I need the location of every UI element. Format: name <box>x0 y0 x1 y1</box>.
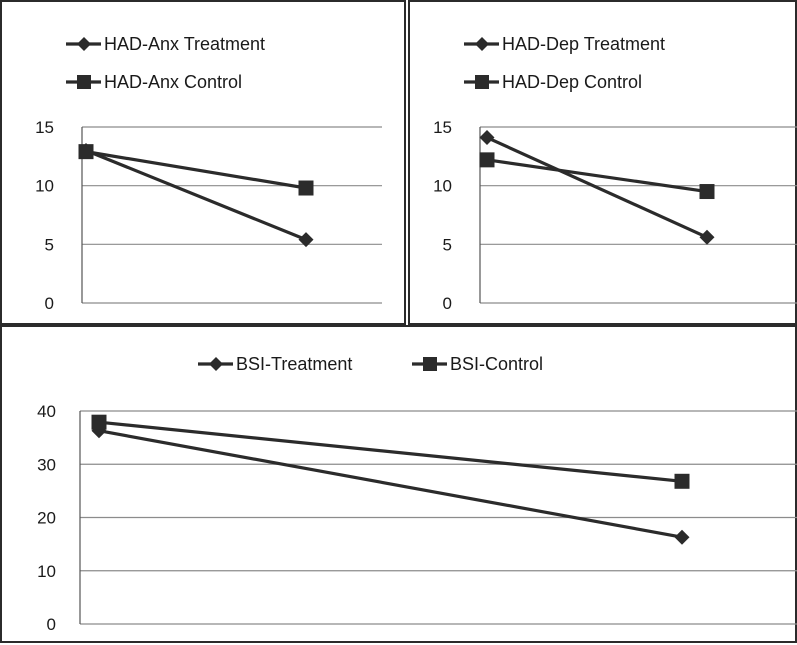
had-dep-legend-marker <box>475 37 489 51</box>
had-anx-data-point <box>78 144 94 160</box>
bsi-series-line-1 <box>98 420 683 483</box>
bsi-data-point <box>674 473 690 489</box>
bsi-chart-panel: 0 10 20 30 40 BSI-Treatment BSI-Control <box>0 325 797 643</box>
had-dep-chart-panel: 0 5 10 15 HAD-Dep Treatment HAD-Dep Control <box>408 0 797 325</box>
had-dep-legend-label: HAD-Dep Control <box>502 72 642 92</box>
had-dep-y-tick-label: 0 <box>443 294 452 313</box>
bsi-data-point <box>91 414 107 430</box>
bsi-y-tick-label: 10 <box>37 562 56 581</box>
had-dep-y-tick-label: 5 <box>443 235 452 254</box>
bsi-chart: 0 10 20 30 40 BSI-Treatment BSI-Control <box>37 354 797 634</box>
had-anx-series-line-1 <box>85 150 307 190</box>
bsi-legend-marker <box>209 357 223 371</box>
had-anx-legend-item: HAD-Anx Treatment <box>66 34 265 54</box>
had-dep-data-point <box>479 152 495 168</box>
had-dep-legend-label: HAD-Dep Treatment <box>502 34 665 54</box>
had-dep-data-point <box>479 130 495 146</box>
had-anx-chart: 0 5 10 15 HAD-Anx Treatment HAD-Anx Control <box>35 34 382 313</box>
had-anx-legend-item: HAD-Anx Control <box>66 72 242 92</box>
had-anx-y-tick-label: 0 <box>45 294 54 313</box>
had-anx-data-point <box>298 180 314 196</box>
had-anx-legend-label: HAD-Anx Control <box>104 72 242 92</box>
had-anx-series-line-0 <box>85 148 307 242</box>
had-dep-legend-marker <box>475 75 489 89</box>
bsi-legend-marker <box>423 357 437 371</box>
bsi-y-tick-label: 0 <box>47 615 56 634</box>
bsi-y-tick-label: 30 <box>37 455 56 474</box>
bsi-legend-item: BSI-Treatment <box>198 354 352 374</box>
had-dep-chart: 0 5 10 15 HAD-Dep Treatment HAD-Dep Control <box>433 34 797 313</box>
had-anx-legend-marker <box>77 37 91 51</box>
bsi-legend-item: BSI-Control <box>412 354 543 374</box>
had-anx-legend-label: HAD-Anx Treatment <box>104 34 265 54</box>
had-dep-data-point <box>699 184 715 200</box>
had-dep-legend-item: HAD-Dep Treatment <box>464 34 665 54</box>
had-anx-y-tick-label: 10 <box>35 177 54 196</box>
bsi-series-line-0 <box>98 429 683 539</box>
had-anx-y-tick-label: 5 <box>45 235 54 254</box>
had-dep-series-line-1 <box>486 158 708 194</box>
bsi-y-tick-label: 40 <box>37 402 56 421</box>
had-anx-legend-marker <box>77 75 91 89</box>
had-dep-y-tick-label: 15 <box>433 118 452 137</box>
bsi-legend-label: BSI-Treatment <box>236 354 352 374</box>
had-dep-data-point <box>699 229 715 245</box>
bsi-data-point <box>674 529 690 545</box>
had-anx-data-point <box>298 232 314 248</box>
had-anx-y-tick-label: 15 <box>35 118 54 137</box>
had-dep-legend-item: HAD-Dep Control <box>464 72 642 92</box>
bsi-legend-label: BSI-Control <box>450 354 543 374</box>
had-dep-y-tick-label: 10 <box>433 177 452 196</box>
had-anx-chart-panel: 0 5 10 15 HAD-Anx Treatment HAD-Anx Control <box>0 0 406 325</box>
had-dep-series-line-0 <box>486 136 708 239</box>
bsi-y-tick-label: 20 <box>37 509 56 528</box>
